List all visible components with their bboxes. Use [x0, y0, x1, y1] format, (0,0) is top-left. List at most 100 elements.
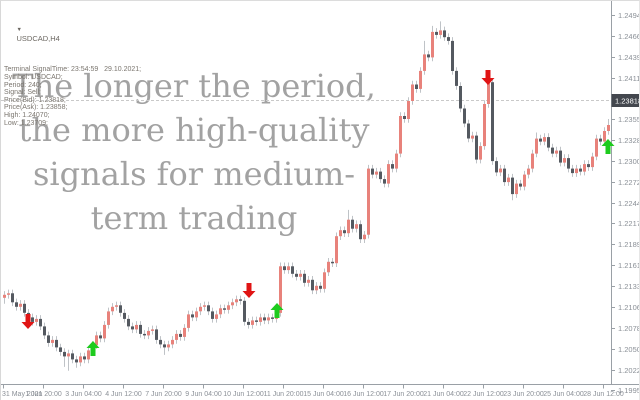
time-tick-label: 7 Jun 20:00: [145, 391, 182, 398]
candle-body: [159, 339, 162, 345]
candle-body: [371, 168, 374, 175]
candle-body: [579, 168, 582, 172]
candle-body: [603, 131, 606, 142]
candle-body: [331, 261, 334, 264]
candle-body: [283, 266, 286, 271]
price-tick-label: 1.23000: [618, 157, 640, 166]
candle-body: [415, 84, 418, 89]
candle-body: [267, 317, 270, 321]
candle-body: [555, 150, 558, 154]
candle-body: [419, 70, 422, 89]
candle-body: [19, 303, 22, 307]
candle-body: [587, 164, 590, 168]
candle-body: [499, 168, 502, 173]
info-line: Signal: Sell;: [4, 89, 41, 97]
candle-body: [511, 177, 514, 195]
price-tick-label: 1.23555: [618, 115, 640, 124]
time-tick-label: 28 Jun 12:00: [583, 391, 624, 398]
candle-body: [95, 335, 98, 346]
info-line: Price(Ask): 1.23858;: [4, 104, 68, 112]
candle-body: [99, 335, 102, 339]
time-tick-label: 31 May 2021: [2, 391, 43, 398]
candle-body: [175, 333, 178, 340]
candle-body: [431, 31, 434, 58]
info-line: Low: 1.23709;: [4, 119, 48, 127]
price-tick-label: 1.24390: [618, 53, 640, 62]
candle-body: [239, 299, 242, 301]
candle-body: [127, 318, 130, 327]
candle-body: [251, 320, 254, 325]
buy-arrow-icon: [270, 303, 284, 318]
candle-body: [135, 324, 138, 330]
time-tick-label: 11 Jun 20:00: [264, 391, 304, 398]
candle-body: [55, 339, 58, 348]
candle-body: [411, 84, 414, 101]
candle-body: [143, 333, 146, 336]
price-tick-label: 1.21615: [618, 261, 640, 270]
candle-body: [519, 183, 522, 187]
candle-body: [575, 168, 578, 174]
price-tick-label: 1.20225: [618, 366, 640, 375]
price-axis[interactable]: 1.24945 1.24665 1.24390 1.24110 1.23555 1.232…: [611, 1, 640, 395]
time-tick-label: 15 Jun 04:00: [303, 391, 344, 398]
candle-body: [423, 54, 426, 71]
candle-body: [295, 273, 298, 277]
watermark-text: The longer the period, the more high-qua…: [1, 64, 387, 240]
candle-body: [595, 138, 598, 157]
candle-body: [147, 330, 150, 336]
candle-body: [51, 339, 54, 343]
candle-body: [507, 177, 510, 183]
candle-body: [103, 324, 106, 339]
candle-body: [527, 168, 530, 175]
candle-body: [515, 183, 518, 195]
candle-body: [11, 293, 14, 303]
candle-body: [383, 179, 386, 184]
candle-body: [451, 40, 454, 71]
candle-body: [503, 168, 506, 183]
candle-body: [379, 171, 382, 180]
watermark-line: The longer the period,: [12, 67, 376, 105]
candle-body: [599, 138, 602, 142]
time-tick-label: 9 Jun 04:00: [185, 391, 222, 398]
chevron-down-icon[interactable]: ▼: [16, 27, 22, 34]
time-tick-label: 25 Jun 04:00: [543, 391, 584, 398]
buy-arrow-icon: [601, 139, 615, 154]
info-line: Symbol: USDCAD;: [4, 73, 63, 81]
indicator-info-panel: ▼ USDCAD,H4 Terminal SignalTime: 23:54:5…: [4, 3, 141, 142]
candle-body: [495, 161, 498, 173]
candle-body: [355, 224, 358, 229]
candle-body: [455, 70, 458, 86]
info-line: Period: 240;: [4, 81, 42, 89]
candle-body: [167, 344, 170, 348]
price-tick-label: 1.23280: [618, 136, 640, 145]
candle-body: [387, 164, 390, 184]
price-tick-label: 1.20505: [618, 345, 640, 354]
price-tick-label: 1.24945: [618, 11, 640, 20]
candle-body: [215, 314, 218, 319]
candle-body: [447, 37, 450, 41]
candle-body: [115, 305, 118, 307]
candle-body: [427, 54, 430, 58]
time-tick-label: 22 Jun 12:00: [463, 391, 504, 398]
sell-arrow-icon: [242, 283, 256, 298]
candle-body: [263, 317, 266, 321]
chart-title-row: ▼ USDCAD,H4: [4, 18, 141, 51]
candle-body: [547, 137, 550, 148]
candle-body: [299, 273, 302, 277]
candle-body: [79, 356, 82, 363]
candle-body: [471, 135, 474, 139]
buy-arrow-icon: [86, 341, 100, 356]
candle-body: [3, 294, 6, 298]
candle-body: [591, 156, 594, 168]
candle-body: [207, 305, 210, 312]
candle-body: [23, 303, 26, 313]
candle-body: [567, 158, 570, 169]
candle-body: [391, 164, 394, 169]
candle-body: [607, 125, 610, 131]
candle-body: [559, 150, 562, 163]
candle-body: [59, 347, 62, 352]
price-tick-label: 1.24665: [618, 32, 640, 41]
candle-body: [327, 261, 330, 273]
